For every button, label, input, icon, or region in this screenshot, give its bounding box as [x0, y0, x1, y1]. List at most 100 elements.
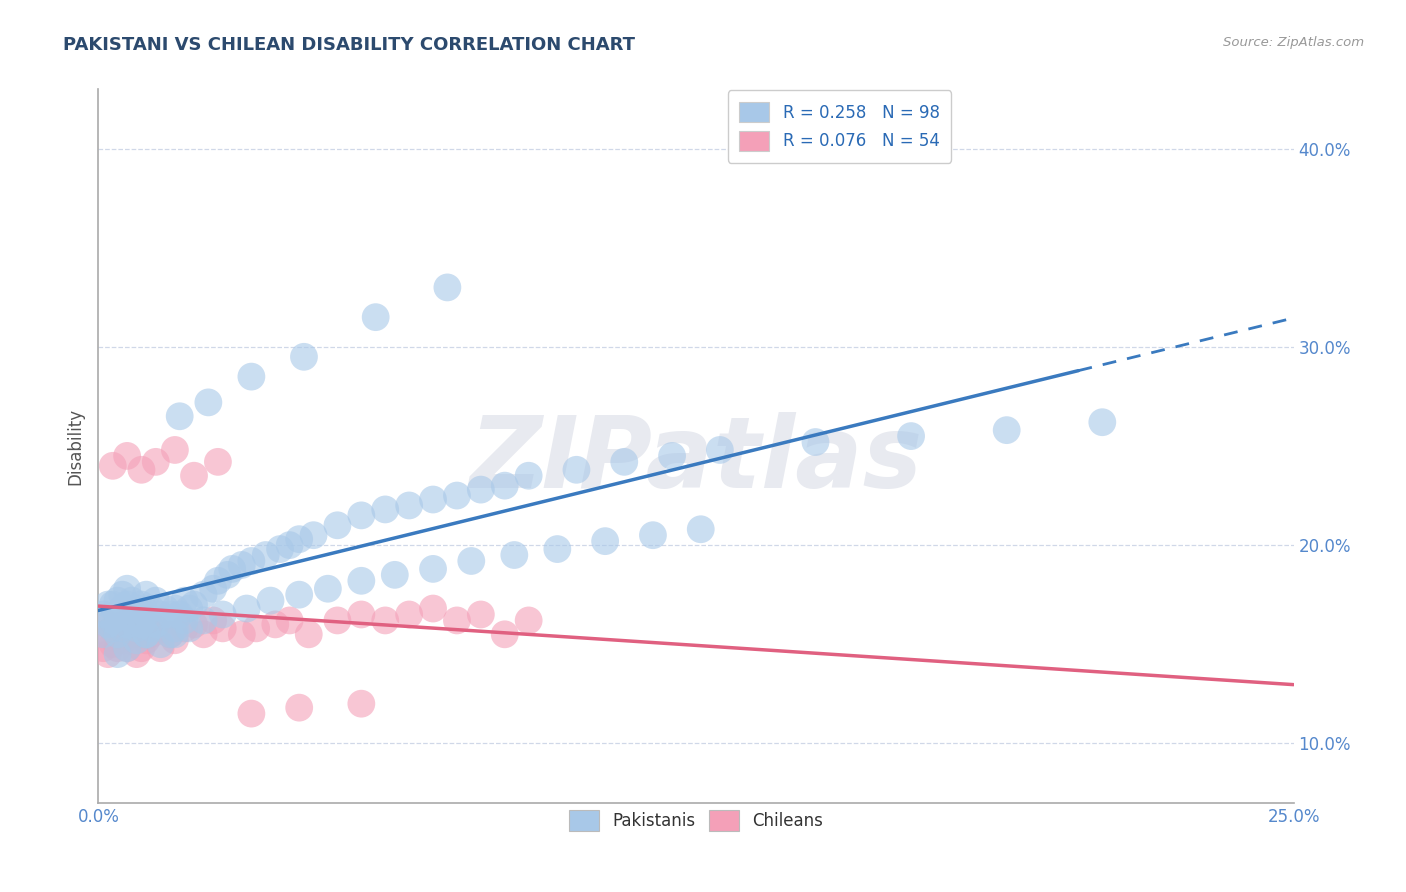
Point	[163, 633, 186, 648]
Point	[111, 633, 134, 648]
Point	[503, 548, 526, 562]
Point	[163, 621, 186, 635]
Point	[641, 528, 664, 542]
Point	[350, 697, 373, 711]
Point	[163, 442, 186, 457]
Point	[149, 607, 172, 622]
Point	[101, 458, 124, 473]
Point	[517, 614, 540, 628]
Point	[111, 601, 134, 615]
Point	[91, 627, 114, 641]
Point	[422, 601, 444, 615]
Point	[163, 627, 186, 641]
Point	[97, 598, 120, 612]
Point	[131, 617, 153, 632]
Point	[107, 641, 129, 656]
Point	[115, 617, 138, 632]
Point	[1091, 415, 1114, 429]
Point	[139, 627, 162, 641]
Point	[259, 593, 281, 607]
Point	[101, 621, 124, 635]
Point	[689, 522, 711, 536]
Point	[115, 627, 138, 641]
Point	[107, 593, 129, 607]
Point	[121, 614, 143, 628]
Point	[302, 528, 325, 542]
Point	[661, 449, 683, 463]
Point	[115, 582, 138, 596]
Point	[121, 593, 143, 607]
Point	[169, 607, 191, 622]
Point	[107, 607, 129, 622]
Point	[91, 641, 114, 656]
Point	[193, 627, 215, 641]
Point	[593, 534, 616, 549]
Point	[288, 700, 311, 714]
Point	[183, 468, 205, 483]
Point	[179, 621, 201, 635]
Point	[111, 621, 134, 635]
Point	[326, 614, 349, 628]
Point	[115, 641, 138, 656]
Point	[264, 617, 287, 632]
Point	[145, 617, 167, 632]
Point	[183, 598, 205, 612]
Point	[121, 627, 143, 641]
Point	[235, 601, 257, 615]
Point	[139, 601, 162, 615]
Point	[494, 478, 516, 492]
Point	[565, 463, 588, 477]
Point	[231, 558, 253, 572]
Point	[422, 562, 444, 576]
Point	[278, 538, 301, 552]
Point	[149, 641, 172, 656]
Point	[804, 435, 827, 450]
Point	[374, 614, 396, 628]
Point	[111, 617, 134, 632]
Point	[374, 502, 396, 516]
Point	[145, 593, 167, 607]
Point	[350, 607, 373, 622]
Point	[326, 518, 349, 533]
Point	[298, 627, 321, 641]
Point	[107, 647, 129, 661]
Point	[101, 614, 124, 628]
Point	[278, 614, 301, 628]
Point	[125, 647, 148, 661]
Point	[131, 641, 153, 656]
Point	[398, 607, 420, 622]
Point	[115, 598, 138, 612]
Point	[135, 627, 157, 641]
Point	[173, 621, 195, 635]
Point	[384, 567, 406, 582]
Point	[101, 598, 124, 612]
Point	[159, 607, 181, 622]
Point	[97, 647, 120, 661]
Text: Source: ZipAtlas.com: Source: ZipAtlas.com	[1223, 36, 1364, 49]
Point	[221, 562, 243, 576]
Point	[101, 637, 124, 651]
Point	[460, 554, 482, 568]
Point	[202, 614, 225, 628]
Point	[115, 641, 138, 656]
Point	[436, 280, 458, 294]
Point	[709, 442, 731, 457]
Point	[101, 621, 124, 635]
Point	[446, 489, 468, 503]
Point	[115, 449, 138, 463]
Point	[269, 542, 291, 557]
Point	[135, 588, 157, 602]
Point	[292, 350, 315, 364]
Point	[173, 614, 195, 628]
Point	[316, 582, 339, 596]
Point	[91, 627, 114, 641]
Point	[546, 542, 568, 557]
Point	[155, 601, 177, 615]
Legend: Pakistanis, Chileans: Pakistanis, Chileans	[562, 804, 830, 838]
Point	[446, 614, 468, 628]
Point	[125, 621, 148, 635]
Point	[202, 582, 225, 596]
Point	[193, 614, 215, 628]
Point	[231, 627, 253, 641]
Point	[125, 621, 148, 635]
